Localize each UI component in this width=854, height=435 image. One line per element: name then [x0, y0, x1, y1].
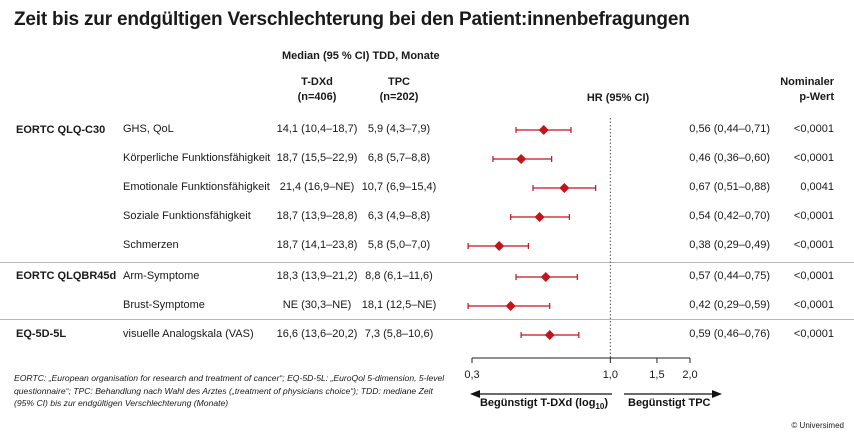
- x-tick-label: 2,0: [682, 369, 697, 381]
- hr-marker: [559, 183, 570, 193]
- tdxd-value: 18,7 (14,1–23,8): [276, 239, 358, 251]
- tdxd-value: 18,7 (13,9–28,8): [276, 210, 358, 222]
- row-label: Schmerzen: [123, 239, 179, 251]
- p-value: <0,0001: [793, 328, 834, 340]
- copyright: © Universimed: [791, 421, 844, 430]
- hr-value: 0,38 (0,29–0,49): [689, 239, 770, 251]
- tdxd-value: NE (30,3–NE): [282, 299, 352, 311]
- hr-value: 0,56 (0,44–0,71): [689, 123, 770, 135]
- separator-line: [0, 262, 854, 263]
- p-value: <0,0001: [793, 239, 834, 251]
- tpc-value: 18,1 (12,5–NE): [361, 299, 437, 311]
- tdxd-value: 14,1 (10,4–18,7): [276, 123, 358, 135]
- x-tick-label: 0,3: [464, 369, 479, 381]
- hr-value: 0,67 (0,51–0,88): [689, 181, 770, 193]
- tpc-value: 5,8 (5,0–7,0): [367, 239, 431, 251]
- p-value: 0,0041: [800, 181, 834, 193]
- p-value: <0,0001: [793, 123, 834, 135]
- p-value: <0,0001: [793, 270, 834, 282]
- group-label-qlqbr45d: EORTC QLQBR45d: [16, 270, 117, 282]
- p-value: <0,0001: [793, 210, 834, 222]
- row-label: Brust-Symptome: [123, 299, 205, 311]
- p-value: <0,0001: [793, 152, 834, 164]
- tpc-value: 6,3 (4,9–8,8): [367, 210, 431, 222]
- hr-marker: [538, 125, 549, 135]
- tdxd-value: 16,6 (13,6–20,2): [276, 328, 358, 340]
- x-tick-label: 1,0: [603, 369, 618, 381]
- hr-value: 0,59 (0,46–0,76): [689, 328, 770, 340]
- p-value: <0,0001: [793, 299, 834, 311]
- hr-marker: [540, 272, 551, 282]
- tpc-value: 7,3 (5,8–10,6): [364, 328, 434, 340]
- x-tick-label: 1,5: [649, 369, 664, 381]
- row-label: visuelle Analogskala (VAS): [123, 328, 254, 340]
- hr-marker: [516, 154, 527, 164]
- tdxd-value: 21,4 (16,9–NE): [279, 181, 355, 193]
- hr-value: 0,46 (0,36–0,60): [689, 152, 770, 164]
- hr-marker: [505, 301, 516, 311]
- tpc-value: 5,9 (4,3–7,9): [367, 123, 431, 135]
- row-label: Arm-Symptome: [123, 270, 200, 282]
- hr-marker: [544, 330, 555, 340]
- median-header: Median (95 % CI) TDD, Monate: [282, 50, 440, 62]
- hr-value: 0,54 (0,42–0,70): [689, 210, 770, 222]
- separator-line: [0, 319, 854, 320]
- hr-marker: [534, 212, 545, 222]
- row-label: GHS, QoL: [123, 123, 174, 135]
- footnote: EORTC: „European organisation for resear…: [14, 373, 445, 408]
- tpc-value: 8,8 (6,1–11,6): [365, 270, 433, 282]
- hr-value: 0,57 (0,44–0,75): [689, 270, 770, 282]
- chart-title: Zeit bis zur endgültigen Verschlechterun…: [14, 9, 690, 30]
- favours-tpc-label: Begünstigt TPC: [628, 397, 711, 409]
- group-label-qlq-c30: EORTC QLQ-C30: [16, 124, 106, 136]
- tpc-header: TPC (n=202): [379, 76, 419, 103]
- hr-value: 0,42 (0,29–0,59): [689, 299, 770, 311]
- tdxd-value: 18,7 (15,5–22,9): [276, 152, 358, 164]
- hr-header: HR (95% CI): [586, 92, 650, 104]
- arrow-right-head: [712, 390, 722, 398]
- group-label-eq5d: EQ-5D-5L: [16, 328, 67, 340]
- tpc-value: 10,7 (6,9–15,4): [361, 181, 437, 193]
- row-label: Soziale Funktionsfähigkeit: [123, 210, 251, 222]
- tdxd-header: T-DXd (n=406): [297, 76, 337, 103]
- favours-tdxd-label: Begünstigt T-DXd (log10): [480, 397, 608, 411]
- pvalue-header: Nominaler p-Wert: [780, 76, 834, 103]
- tdxd-value: 18,3 (13,9–21,2): [276, 270, 358, 282]
- tpc-value: 6,8 (5,7–8,8): [367, 152, 431, 164]
- hr-marker: [494, 241, 505, 251]
- row-label: Emotionale Funktionsfähigkeit: [123, 181, 270, 193]
- arrow-left-head: [470, 390, 480, 398]
- row-label: Körperliche Funktionsfähigkeit: [123, 152, 271, 164]
